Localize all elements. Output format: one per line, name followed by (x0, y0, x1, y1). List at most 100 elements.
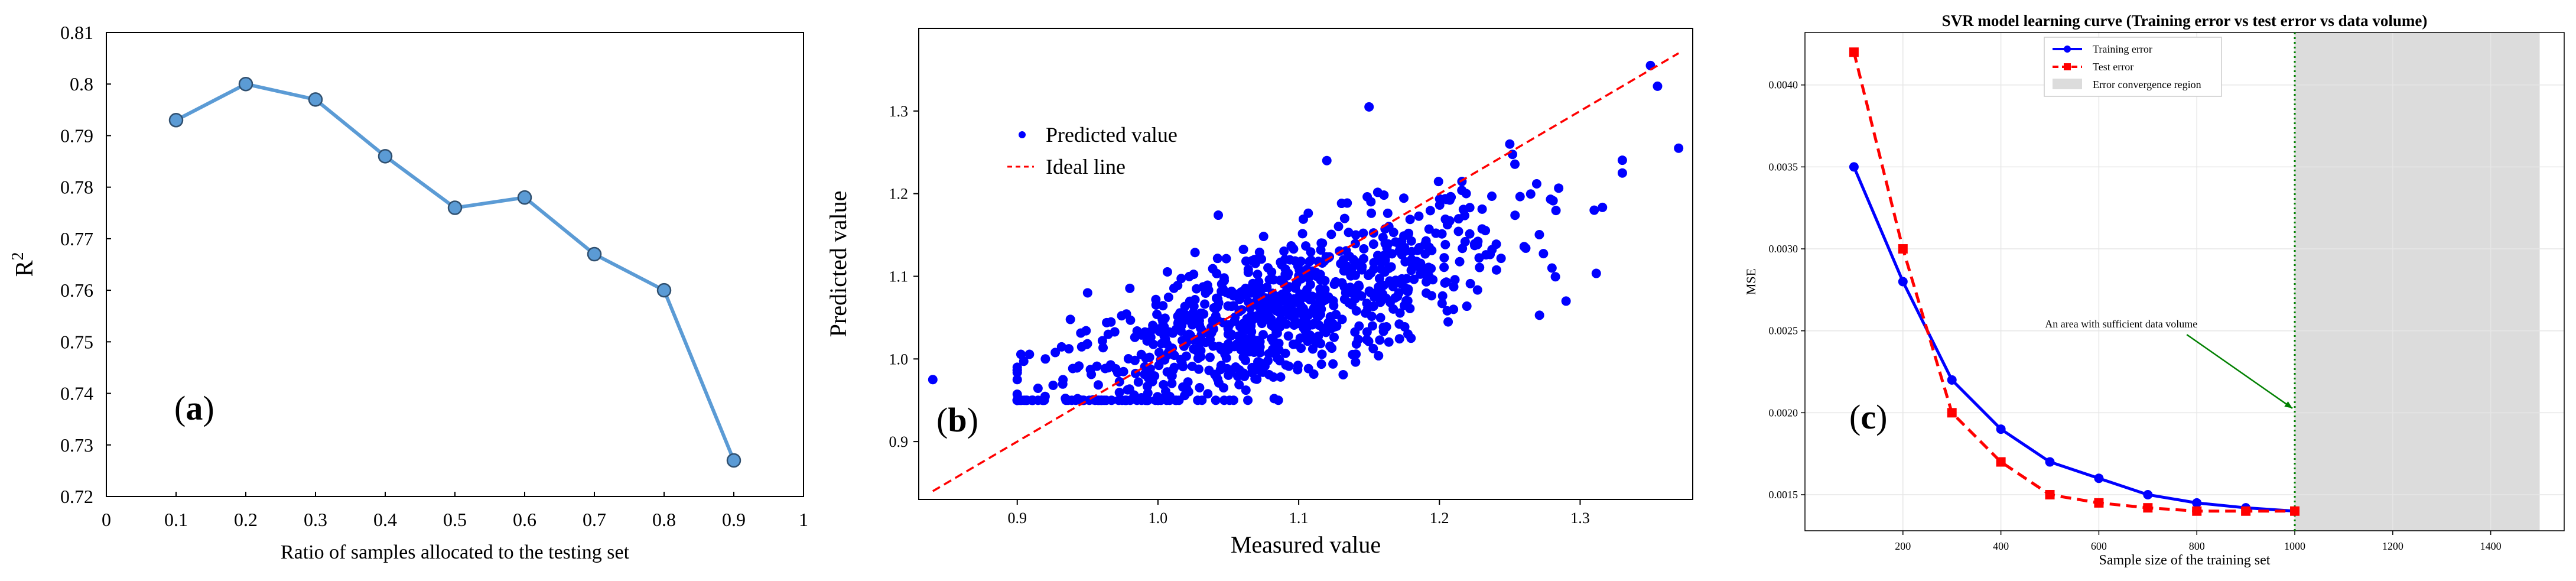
scatter-point (1311, 338, 1321, 348)
scatter-point (1420, 249, 1430, 259)
y-tick-label: 1.1 (889, 268, 909, 285)
scatter-point (1125, 283, 1135, 293)
scatter-point (1435, 200, 1445, 210)
scatter-point (1375, 335, 1385, 345)
scatter-point (1277, 259, 1287, 270)
scatter-point (1253, 357, 1263, 367)
scatter-point (1403, 284, 1413, 294)
y-tick-label: 0.73 (60, 434, 93, 456)
scatter-point (1262, 282, 1272, 292)
training-error-point (1947, 375, 1957, 385)
scatter-point (1405, 215, 1415, 225)
scatter-point (1353, 335, 1363, 345)
scatter-point (1477, 204, 1487, 214)
scatter-point (1551, 206, 1561, 216)
scatter-point (1450, 275, 1460, 285)
scatter-point (1273, 395, 1283, 405)
scatter-point (1107, 395, 1117, 405)
scatter-point (1132, 326, 1142, 336)
scatter-point (1198, 309, 1208, 319)
scatter-point (1307, 291, 1318, 301)
scatter-point (1093, 380, 1103, 390)
scatter-point (1433, 177, 1443, 187)
scatter-point (1309, 303, 1319, 313)
y-tick-label: 0.0035 (1769, 161, 1798, 173)
scatter-point (1384, 263, 1394, 273)
y-tick-label: 0.0015 (1769, 489, 1798, 501)
test-error-point (1996, 457, 2006, 467)
scatter-point (1092, 361, 1102, 371)
scatter-point (1510, 210, 1520, 220)
scatter-point (1321, 327, 1331, 337)
ideal-line (932, 52, 1680, 492)
scatter-point (1065, 314, 1075, 324)
scatter-point (1455, 257, 1465, 267)
chart-panel-b: 0.9 1.0 1.1 1.2 1.3 0.9 1.0 1.1 1.2 1.3 Predicted … (827, 0, 1734, 581)
y-tick-label: 1.2 (889, 186, 909, 203)
scatter-point (1393, 291, 1403, 301)
r2-data-point (447, 200, 463, 215)
scatter-point (1050, 348, 1061, 358)
scatter-point (1321, 294, 1331, 304)
scatter-point (1443, 317, 1453, 327)
scatter-point (1368, 343, 1378, 353)
scatter-point (1076, 328, 1086, 338)
scatter-point (1439, 262, 1449, 272)
scatter-point (1508, 150, 1518, 160)
legend-label-region: Error convergence region (2093, 79, 2201, 90)
scatter-point (1367, 311, 1377, 322)
r2-data-point (726, 453, 741, 468)
scatter-point (1491, 265, 1501, 275)
y-tick-label: 1.0 (889, 350, 909, 368)
panel-label-letter: c (1861, 398, 1876, 436)
scatter-point (1235, 294, 1245, 304)
scatter-point (1302, 285, 1312, 295)
scatter-point (1241, 256, 1251, 266)
scatter-point (1320, 285, 1330, 295)
scatter-point (1281, 360, 1291, 370)
scatter-point (1424, 271, 1434, 281)
scatter-point (1460, 236, 1470, 246)
scatter-point (1263, 263, 1273, 273)
scatter-point (1058, 375, 1068, 385)
scatter-point (1276, 372, 1286, 382)
scatter-point (1269, 372, 1279, 382)
scatter-point (1329, 332, 1339, 342)
scatter-point (1380, 255, 1390, 265)
scatter-point (1561, 296, 1571, 306)
test-error-point (2045, 489, 2055, 499)
scatter-point (1385, 278, 1395, 288)
scatter-point (1040, 354, 1050, 364)
scatter-point (1374, 274, 1384, 284)
scatter-point (1188, 310, 1198, 320)
scatter-point (1339, 213, 1349, 223)
scatter-point (1253, 270, 1263, 280)
scatter-point (1168, 328, 1178, 338)
scatter-point (1024, 349, 1035, 359)
x-tick-label: 0.2 (234, 509, 258, 530)
x-tick-label: 1200 (2382, 540, 2403, 552)
training-error-point (1898, 277, 1908, 287)
scatter-point (1218, 383, 1228, 393)
y-axis-label: R2 (9, 252, 38, 277)
scatter-point (1219, 395, 1230, 405)
scatter-point (1286, 311, 1296, 321)
scatter-point (1223, 323, 1233, 333)
scatter-point (1401, 296, 1411, 306)
scatter-point (1617, 168, 1627, 178)
scatter-point (1033, 395, 1043, 405)
scatter-point (1399, 193, 1409, 203)
scatter-point (1406, 333, 1416, 343)
scatter-point (1515, 191, 1525, 202)
scatter-point (1394, 319, 1404, 329)
scatter-point (1526, 189, 1536, 199)
scatter-point (1442, 220, 1452, 230)
scatter-point (1153, 395, 1163, 405)
y-axis-label: Predicted value (827, 191, 851, 337)
scatter-point (1294, 265, 1305, 275)
training-error-point (2192, 498, 2202, 508)
x-tick-label: 0.5 (443, 509, 467, 530)
scatter-point (1228, 301, 1238, 311)
scatter-point (1424, 262, 1434, 272)
training-error-point (2045, 457, 2055, 467)
